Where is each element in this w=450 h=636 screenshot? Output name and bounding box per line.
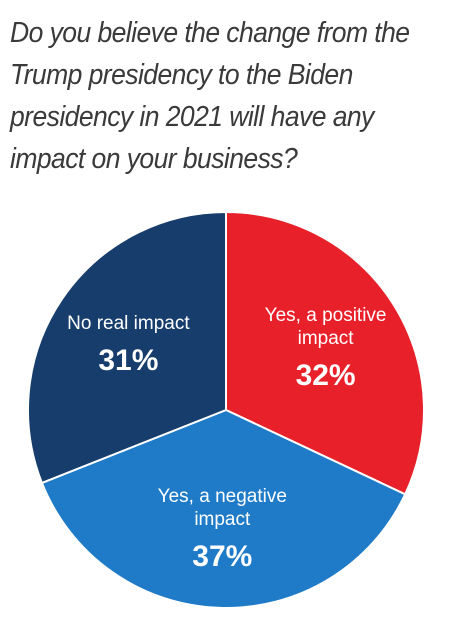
slice-label-2-line-1: Yes, a negative bbox=[158, 486, 287, 507]
pie-slice-3 bbox=[27, 211, 227, 484]
slice-value-2: 37% bbox=[192, 540, 252, 573]
slice-value-3: 31% bbox=[98, 344, 158, 377]
pie-slices bbox=[27, 211, 425, 609]
slice-label-1-line-2: impact bbox=[298, 328, 355, 349]
slice-label-2-line-2: impact bbox=[194, 509, 251, 530]
slice-label-1-line-1: Yes, a positive bbox=[265, 305, 387, 326]
slice-label-3-line-1: No real impact bbox=[67, 313, 190, 334]
chart-title-question: Do you believe the change from the Trump… bbox=[10, 17, 410, 175]
slice-value-1: 32% bbox=[296, 359, 356, 392]
pie-slice-2 bbox=[40, 409, 407, 609]
pie-slice-1 bbox=[225, 211, 425, 496]
